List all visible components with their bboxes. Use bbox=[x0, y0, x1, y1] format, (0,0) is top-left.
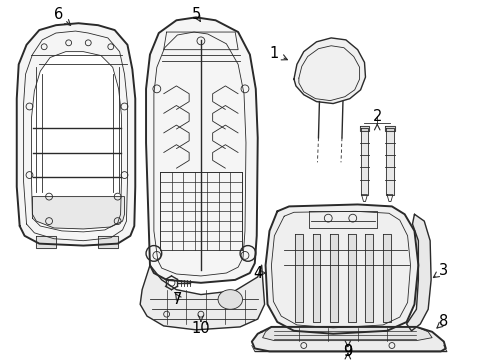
Text: 3: 3 bbox=[438, 262, 447, 278]
Polygon shape bbox=[385, 128, 393, 195]
Polygon shape bbox=[265, 204, 418, 334]
Text: 9: 9 bbox=[343, 344, 352, 359]
Polygon shape bbox=[294, 234, 302, 322]
Polygon shape bbox=[146, 17, 257, 283]
Ellipse shape bbox=[218, 290, 242, 309]
Polygon shape bbox=[140, 265, 264, 330]
Polygon shape bbox=[17, 23, 135, 246]
Polygon shape bbox=[262, 327, 431, 341]
Polygon shape bbox=[251, 327, 445, 351]
Polygon shape bbox=[32, 197, 124, 229]
Text: 10: 10 bbox=[191, 321, 210, 336]
Text: 6: 6 bbox=[54, 7, 63, 22]
Polygon shape bbox=[382, 234, 390, 322]
Text: 7: 7 bbox=[172, 292, 182, 307]
Text: 5: 5 bbox=[191, 7, 200, 22]
Text: 4: 4 bbox=[253, 266, 262, 280]
Text: 8: 8 bbox=[438, 315, 447, 329]
Polygon shape bbox=[329, 234, 337, 322]
Polygon shape bbox=[98, 236, 118, 248]
Text: 1: 1 bbox=[269, 46, 279, 61]
Polygon shape bbox=[312, 234, 320, 322]
Polygon shape bbox=[360, 128, 367, 195]
Polygon shape bbox=[406, 214, 430, 331]
Polygon shape bbox=[359, 126, 368, 131]
Polygon shape bbox=[31, 51, 122, 232]
Text: 9: 9 bbox=[343, 344, 352, 359]
Text: 2: 2 bbox=[372, 109, 381, 124]
Polygon shape bbox=[384, 126, 394, 131]
Polygon shape bbox=[365, 234, 372, 322]
Polygon shape bbox=[36, 236, 56, 248]
Polygon shape bbox=[347, 234, 355, 322]
Polygon shape bbox=[293, 38, 365, 104]
